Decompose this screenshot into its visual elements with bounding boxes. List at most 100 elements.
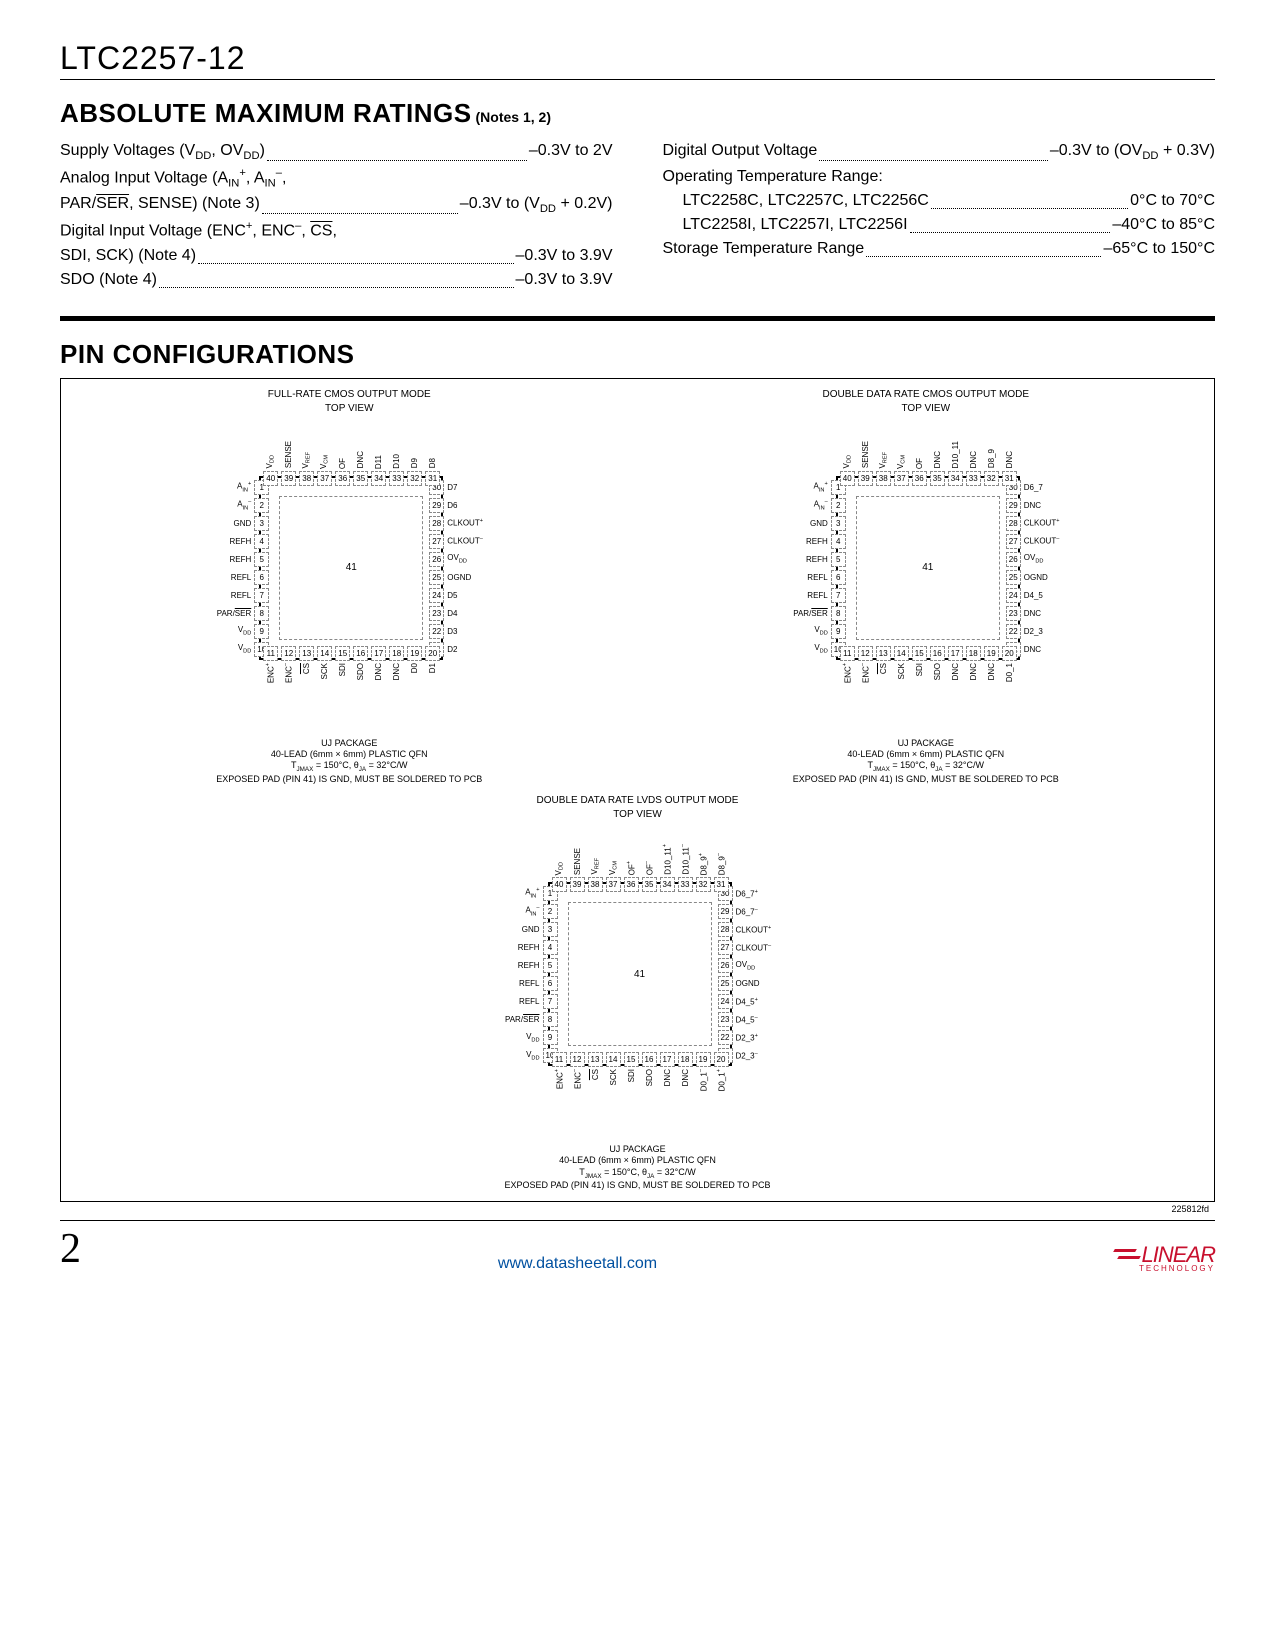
pin-number: 14 [606, 1052, 621, 1067]
qfn-topview-label: TOP VIEW [661, 403, 1191, 414]
pin-number: 40 [552, 877, 567, 892]
pin-number: 23 [718, 1012, 733, 1027]
pin-label: AIN– [525, 905, 539, 917]
pin: 18DNC [966, 646, 981, 680]
pin: 11ENC+ [552, 1052, 567, 1089]
pin: REFH5 [661, 552, 846, 567]
pin-number: 14 [894, 646, 909, 661]
pin: 20D0_1+ [714, 1052, 729, 1091]
pin: REFH5 [84, 552, 269, 567]
pin: 15SDI [912, 646, 927, 676]
rating-line: SDI, SCK) (Note 4)–0.3V to 3.9V [60, 244, 613, 268]
pin-number: 5 [543, 958, 558, 973]
pin-label: VCM [608, 861, 619, 875]
rating-line: Supply Voltages (VDD, OVDD)–0.3V to 2V [60, 139, 613, 165]
page-footer: 2 www.datasheetall.com LINEAR TECHNOLOGY [60, 1220, 1215, 1273]
pin-number: 19 [984, 646, 999, 661]
pin: VCM37 [606, 822, 621, 892]
pin-number: 17 [371, 646, 386, 661]
qfn-mode-title: FULL-RATE CMOS OUTPUT MODE [84, 389, 614, 401]
pin: OF36 [335, 416, 350, 486]
pin-label: DNC [663, 1069, 672, 1086]
pin-number: 15 [335, 646, 350, 661]
rating-label: Analog Input Voltage (AIN+, AIN–, [60, 165, 286, 192]
pin-label: D0_1+ [716, 1069, 727, 1091]
pin: VDD10 [373, 1048, 558, 1063]
pin-number: 33 [678, 877, 693, 892]
pin-label: PAR/SER [793, 609, 828, 618]
pin-number: 24 [718, 994, 733, 1009]
pin-label: D4_5– [736, 1015, 758, 1025]
pin-label: REFL [231, 573, 251, 582]
pin-label: D0 [410, 663, 419, 673]
pin-label: D8_9 [987, 449, 996, 468]
pin: AIN+1 [84, 480, 269, 495]
pin: 24D4_5+ [718, 994, 758, 1009]
pin: 17DNC [948, 646, 963, 680]
qfn-exposed-pad: 41 [279, 496, 423, 640]
pin-label: D5 [447, 591, 457, 600]
linear-logo: LINEAR TECHNOLOGY [1015, 1242, 1215, 1273]
pin-label: VREF [590, 858, 601, 875]
pin-number: 34 [371, 471, 386, 486]
pin-number: 9 [831, 624, 846, 639]
qfn-topview-label: TOP VIEW [84, 403, 614, 414]
pin: REFL 7 [661, 588, 846, 603]
pin-number: 35 [642, 877, 657, 892]
pin-number: 5 [254, 552, 269, 567]
pin-label: CLKOUT– [1024, 536, 1060, 546]
pin: OF–35 [642, 822, 657, 892]
rating-line: LTC2258C, LTC2257C, LTC2256C0°C to 70°C [663, 189, 1216, 213]
pin-label: VDD [842, 455, 853, 468]
pin-label: REFL [807, 591, 827, 600]
pin-label: OGND [447, 573, 471, 582]
pin: REFL6 [84, 570, 269, 585]
pin-number: 6 [543, 976, 558, 991]
pin-label: DNC [987, 663, 996, 680]
pin: AIN+1 [661, 480, 846, 495]
pin: DNC35 [353, 416, 368, 486]
pin-label: D8_9– [716, 853, 727, 875]
pin: 19 DNC [984, 646, 999, 680]
pin-label: DNC [1024, 501, 1041, 510]
pin-number: 20 [1002, 646, 1017, 661]
pin-number: 40 [263, 471, 278, 486]
rating-dots [931, 189, 1128, 209]
pin-number: 26 [429, 552, 444, 567]
pin-number: 25 [718, 976, 733, 991]
part-number: LTC2257-12 [60, 40, 1215, 80]
pin: VREF38 [588, 822, 603, 892]
pin: REFL7 [84, 588, 269, 603]
qfn-footer: UJ PACKAGE40-LEAD (6mm × 6mm) PLASTIC QF… [84, 738, 614, 785]
pin: 25OGND [429, 570, 471, 585]
pin-label: VDD [526, 1032, 539, 1044]
pin-number: 5 [831, 552, 846, 567]
pin-label: AIN+ [525, 887, 539, 899]
pin: D10_11–33 [678, 822, 693, 892]
pin-label: D3 [447, 627, 457, 636]
pin-label: OGND [1024, 573, 1048, 582]
pin-number: 3 [543, 922, 558, 937]
pin-number: 36 [624, 877, 639, 892]
pin-label: REFH [518, 961, 540, 970]
pin-number: 35 [930, 471, 945, 486]
pin-label: VDD [265, 455, 276, 468]
qfn-body: 41 [548, 882, 732, 1066]
pinconfig-heading: PIN CONFIGURATIONS [60, 339, 355, 369]
pin-number: 11 [552, 1052, 567, 1067]
pin-number: 34 [948, 471, 963, 486]
pin: DNC 35 [930, 416, 945, 486]
pin-label: DNC [681, 1069, 690, 1086]
pin-number: 31 [425, 471, 440, 486]
pin: 12ENC– [858, 646, 873, 683]
pin: 15SDI [624, 1052, 639, 1082]
pin-label: DNC [933, 451, 942, 468]
pin-label: D2_3– [736, 1051, 758, 1061]
pin-number: 37 [317, 471, 332, 486]
pin-number: 7 [831, 588, 846, 603]
pin: 18DNC [389, 646, 404, 680]
pin: 26OVDD [1006, 552, 1044, 567]
footer-link[interactable]: www.datasheetall.com [140, 1255, 1015, 1273]
pin: 22D2_3 [1006, 624, 1043, 639]
pin-number: 18 [389, 646, 404, 661]
